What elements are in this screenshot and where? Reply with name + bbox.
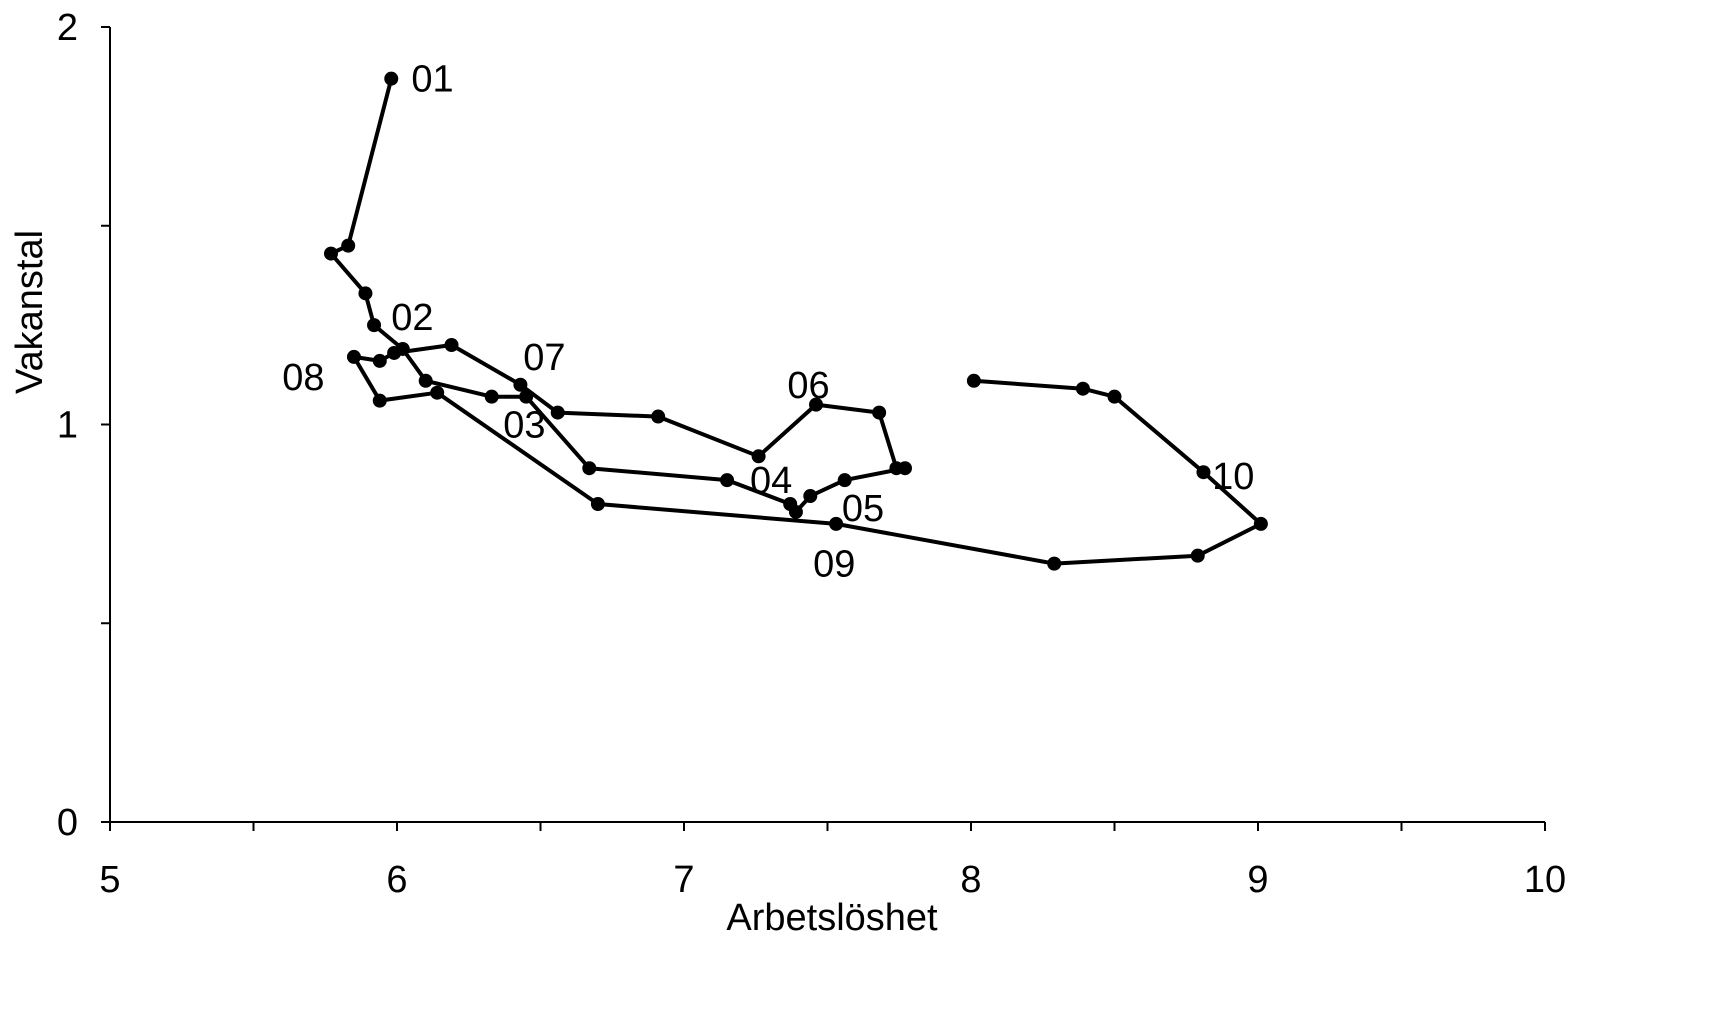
x-tick-label: 9 [1247,859,1268,901]
data-point [513,377,528,392]
year-label: 07 [523,337,565,379]
axis-ticks [101,26,1546,831]
series-line [329,78,1263,566]
data-point [430,385,445,400]
data-point [346,349,361,364]
data-point [837,473,852,488]
data-point [444,338,459,352]
x-tick-label: 10 [1524,859,1566,901]
data-point [582,461,597,476]
series-group [323,71,1268,571]
data-point [484,389,499,404]
year-label: 09 [813,544,855,586]
x-tick-label: 5 [99,859,120,901]
data-point [1075,381,1090,396]
data-point [788,504,803,519]
data-point [387,345,402,360]
data-point [889,461,904,476]
year-label: 04 [750,460,792,502]
data-point [809,397,824,412]
data-point [1253,516,1268,531]
y-tick-label: 0 [57,802,78,844]
data-point [519,389,534,404]
data-point [372,393,387,408]
year-label: 08 [282,357,324,399]
data-point [1107,389,1122,404]
data-point [323,246,338,261]
data-point [590,497,605,511]
x-tick-label: 8 [960,859,981,901]
year-label: 01 [411,59,453,101]
data-point [751,449,766,464]
x-tick-label: 7 [673,859,694,901]
data-point [966,373,981,388]
x-axis-title: Arbetslöshet [726,897,938,939]
data-point [651,409,666,424]
y-axis-title: Vakanstal [9,230,51,394]
year-label: 05 [842,488,884,530]
data-point [803,489,818,504]
data-point [720,473,735,488]
year-label: 02 [391,297,433,339]
data-point [1196,465,1211,480]
data-point [1190,548,1205,563]
y-tick-label: 2 [57,7,78,49]
year-label: 06 [787,365,829,407]
year-annotations: 01 02 03 04 05 06 07 08 09 10 [282,59,1254,586]
year-label: 03 [503,405,545,447]
data-point [384,71,399,86]
data-point [372,353,387,368]
data-point [367,318,382,333]
data-point [418,373,433,388]
data-point [358,286,373,301]
x-tick-label: 6 [386,859,407,901]
data-point [872,405,887,420]
data-point [829,516,844,531]
year-label: 10 [1212,456,1254,498]
data-point [341,238,356,253]
data-point [550,405,565,420]
y-tick-label: 1 [57,405,78,447]
data-point [1047,556,1062,571]
